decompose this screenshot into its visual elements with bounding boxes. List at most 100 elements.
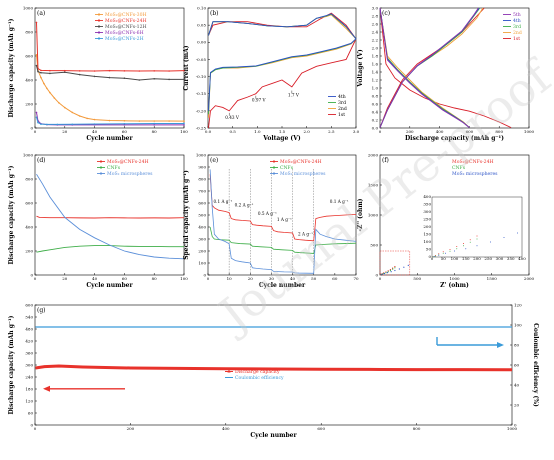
plot-frame (34, 304, 513, 426)
data-point (123, 120, 126, 122)
legend-entry: MoS₂ microspheres (452, 171, 498, 177)
panel-label: (f) (382, 157, 389, 164)
x-axis-label: Discharge capacity (mAh g⁻¹) (405, 135, 504, 142)
y2-tick-label: 80 (514, 342, 520, 347)
y-tick-label: 0.10 (197, 5, 206, 10)
inset-point (432, 256, 434, 258)
panel-label: (c) (382, 10, 390, 17)
data-point (46, 87, 48, 90)
y-tick-label: 100 (198, 260, 206, 265)
legend-entry: MoS₂ microspheres (107, 171, 153, 177)
data-point (53, 97, 56, 99)
data-point (64, 69, 66, 72)
legend-marker (272, 160, 276, 163)
data-point (153, 120, 155, 122)
x-tick-label: 2.5 (328, 129, 335, 134)
inset-y-tick: 400 (423, 194, 431, 199)
data-point (93, 118, 96, 121)
inset-point (445, 252, 446, 254)
y2-tick-label: 40 (514, 382, 520, 387)
rate-label: 0.5 A g⁻¹ (258, 211, 277, 216)
data-point (183, 124, 185, 126)
legend-marker (97, 25, 101, 28)
data-point (58, 102, 60, 104)
legend-entry: MoS₂ microspheres (280, 171, 326, 177)
legend-marker (97, 19, 101, 22)
y-tick-label: 1.6 (372, 61, 379, 66)
data-point (93, 123, 96, 125)
y-tick-label: 400 (198, 224, 206, 229)
legend-entry: 3rd (513, 24, 521, 30)
data-point (78, 73, 81, 76)
panel-label: (b) (210, 10, 219, 17)
data-point (40, 76, 42, 79)
x-tick-label: 1.0 (254, 129, 261, 134)
x-tick-label: 0 (379, 276, 382, 281)
x-tick-label: 0 (379, 129, 382, 134)
data-point (392, 268, 394, 270)
plot-frame (34, 154, 185, 276)
data-point (43, 82, 45, 85)
y-tick-label: 600 (25, 302, 33, 307)
data-point (64, 106, 66, 109)
y-tick-label: -0.10 (196, 74, 207, 79)
data-point (153, 124, 155, 126)
x-tick-label: 70 (353, 276, 359, 281)
x-tick-label: 80 (152, 276, 158, 281)
inset-point (476, 245, 478, 247)
data-point (138, 120, 141, 122)
legend-entry: 2nd (338, 106, 347, 112)
x-tick-label: 40 (290, 276, 296, 281)
y-tick-label: 2.4 (372, 29, 379, 34)
y-tick-label: 0.0 (372, 125, 379, 130)
y-tick-label: 360 (25, 350, 33, 355)
x-tick-label: 20 (62, 276, 68, 281)
legend-entry: MoS₂@CNFs-2H (105, 35, 144, 42)
y-tick-label: 800 (25, 29, 33, 34)
inset-y-tick: 350 (423, 201, 431, 206)
x-tick-label: 600 (317, 426, 325, 431)
y-tick-label: 400 (25, 77, 33, 82)
data-point (403, 266, 405, 268)
plot-frame (34, 7, 185, 129)
series-line (36, 117, 185, 125)
y-tick-label: 420 (25, 338, 33, 343)
legend-entry: 3rd (338, 100, 346, 106)
y-tick-label: 1000 (23, 152, 34, 157)
series-line (209, 174, 357, 242)
x-tick-label: 2000 (524, 276, 535, 281)
data-point (78, 70, 81, 72)
y-tick-label: 800 (198, 176, 206, 181)
y-tick-label: 200 (25, 248, 33, 253)
inset-x-tick: 150 (462, 256, 470, 261)
inset-point (463, 245, 464, 247)
x-tick-label: 20 (62, 129, 68, 134)
x-tick-label: 2.0 (303, 129, 310, 134)
legend-marker (97, 37, 101, 40)
series-line (208, 12, 357, 129)
y-tick-label: 0 (375, 272, 378, 277)
inset-y-tick: 200 (423, 224, 431, 229)
y-tick-label: 120 (25, 398, 33, 403)
y-tick-label: 200 (25, 101, 33, 106)
discharge-curve (379, 7, 470, 128)
data-point (49, 69, 51, 72)
legend-entry: 5th (513, 12, 521, 18)
y2-tick-label: 20 (514, 402, 520, 407)
data-point (123, 70, 126, 72)
left-arrow-head (43, 385, 50, 392)
rate-label: 1 A g⁻¹ (277, 217, 292, 222)
y-tick-label: 1000 (368, 212, 379, 217)
y-tick-label: -0.20 (196, 108, 207, 113)
x-tick-label: 20 (248, 276, 254, 281)
legend-entry: MoS₂@CNFs-24H (452, 158, 494, 165)
data-point (71, 123, 74, 126)
data-point (108, 119, 111, 122)
legend-entry: MoS₂@CNFs-24H (280, 158, 322, 165)
legend-entry: CNFs (452, 165, 466, 171)
inset-point (469, 239, 471, 241)
y-tick-label: 0.8 (372, 93, 379, 98)
data-point (40, 72, 42, 74)
data-point (168, 70, 170, 72)
data-point (168, 78, 170, 81)
